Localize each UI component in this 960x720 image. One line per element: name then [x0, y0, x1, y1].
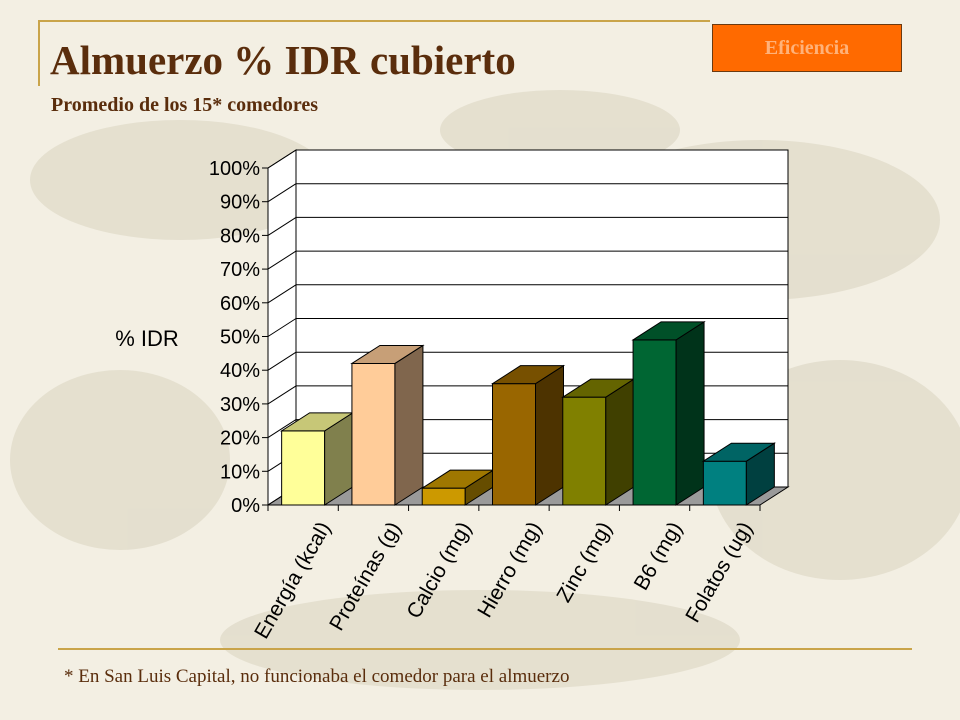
- y-tick-label: 0%: [231, 495, 260, 517]
- bar-front: [421, 487, 466, 506]
- bar-3: [490, 364, 566, 506]
- x-category-label: Folatos (ug): [681, 518, 757, 627]
- bar-1: [350, 344, 425, 506]
- bar-top: [701, 442, 777, 462]
- gridline-side: [267, 216, 297, 236]
- gridline-side: [267, 385, 297, 405]
- bar-5: [631, 320, 706, 506]
- y-tick-label: 40%: [220, 360, 260, 382]
- bar-top: [350, 344, 425, 364]
- bar-side: [394, 344, 424, 506]
- frame-line-left: [38, 20, 40, 86]
- bar-4: [561, 378, 636, 506]
- gridline-side: [267, 419, 297, 439]
- bar-front: [702, 460, 747, 506]
- x-category-label: Hierro (mg): [473, 518, 546, 621]
- efficiency-badge: Eficiencia: [712, 24, 902, 72]
- x-category-label: Energía (kcal): [250, 518, 335, 643]
- gridline-side: [267, 351, 297, 371]
- y-axis-label: % IDR: [115, 326, 179, 351]
- page-subtitle: Promedio de los 15* comedores: [51, 94, 319, 116]
- y-tick-label: 60%: [220, 293, 260, 315]
- y-tick-label: 70%: [220, 259, 260, 281]
- y-tick-label: 30%: [220, 394, 260, 416]
- bar-side: [675, 320, 705, 506]
- page-title: Almuerzo % IDR cubierto: [50, 37, 516, 83]
- y-tick-label: 100%: [209, 158, 260, 180]
- gridline-side: [267, 318, 297, 337]
- bar-front: [562, 396, 607, 506]
- y-tick-label: 10%: [220, 461, 260, 483]
- bar-6: [701, 442, 777, 506]
- bar-front: [632, 339, 677, 506]
- footnote: * En San Luis Capital, no funcionaba el …: [64, 666, 570, 687]
- bar-top: [490, 365, 566, 385]
- gridline-side: [267, 183, 297, 203]
- bar-front: [492, 383, 536, 506]
- bar-front: [351, 362, 396, 506]
- y-tick-label: 90%: [220, 192, 260, 214]
- frame-line-top: [38, 20, 710, 22]
- y-tick-label: 50%: [220, 327, 260, 349]
- footer-rule: [58, 648, 912, 650]
- gridline-side: [267, 149, 297, 169]
- x-category-label: Calcio (mg): [402, 518, 476, 622]
- x-category-label: Zinc (mg): [552, 518, 616, 606]
- y-tick-label: 20%: [220, 428, 260, 450]
- bar-side: [535, 364, 564, 506]
- gridline-side: [267, 284, 297, 304]
- bar-top: [631, 321, 706, 341]
- bar-side: [605, 378, 635, 506]
- x-category-label: B6 (mg): [630, 518, 687, 594]
- bar-0: [279, 411, 355, 506]
- bar-2: [420, 469, 495, 506]
- y-tick-label: 80%: [220, 225, 260, 247]
- bar-front: [281, 430, 326, 506]
- gridline-side: [267, 250, 297, 270]
- x-category-label: Proteínas (g): [325, 518, 406, 635]
